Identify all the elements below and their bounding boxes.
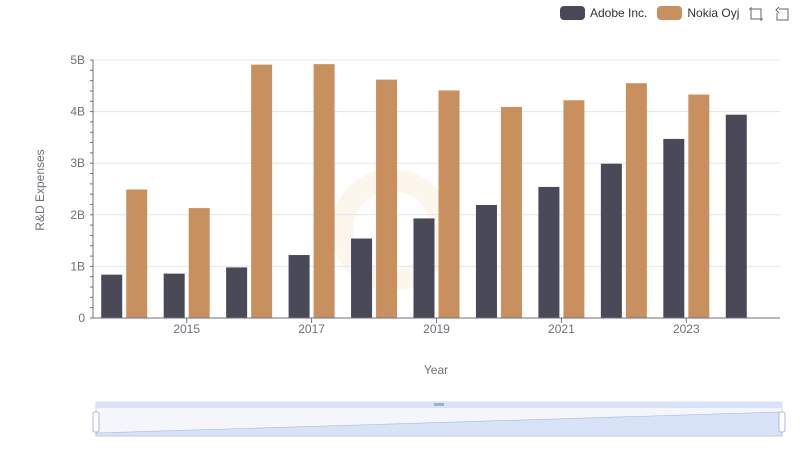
y-tick-label: 1B xyxy=(70,259,85,273)
y-tick-label: 5B xyxy=(70,53,85,67)
zoom-handle-left xyxy=(92,411,100,433)
zoom-grip xyxy=(434,403,444,406)
bar xyxy=(288,255,310,318)
bar xyxy=(313,64,335,319)
bar xyxy=(251,64,273,318)
bar xyxy=(163,273,185,318)
bar xyxy=(101,274,123,318)
bar xyxy=(188,208,210,318)
legend-item-adobe[interactable]: Adobe Inc. xyxy=(560,6,647,20)
bar xyxy=(438,90,460,318)
axes: 0 1B 2B 3B 4B 5B 2015 2017 2019 2021 2023 xyxy=(70,53,780,336)
zoom-handle-right xyxy=(778,411,786,433)
x-tick-label: 2023 xyxy=(673,322,700,336)
bar xyxy=(226,267,248,318)
bar xyxy=(351,238,373,318)
bar xyxy=(625,83,647,318)
x-tick-label: 2015 xyxy=(173,322,200,336)
bar xyxy=(688,94,710,319)
bar xyxy=(600,163,622,318)
legend-item-nokia[interactable]: Nokia Oyj xyxy=(657,6,739,20)
legend-label-adobe: Adobe Inc. xyxy=(590,6,648,20)
bar xyxy=(126,189,148,318)
x-axis-title: Year xyxy=(424,363,448,377)
x-tick-label: 2021 xyxy=(548,322,575,336)
y-tick-label: 0 xyxy=(78,311,85,325)
bar xyxy=(563,100,585,318)
crosshair-zoom-icon[interactable] xyxy=(748,6,764,22)
legend-swatch-nokia xyxy=(657,6,683,20)
bars xyxy=(101,64,747,319)
legend-swatch-adobe xyxy=(560,6,585,20)
restore-icon[interactable] xyxy=(774,6,790,22)
y-axis-title: R&D Expenses xyxy=(33,149,47,230)
bar xyxy=(538,186,560,318)
bar xyxy=(413,218,435,318)
legend-label-nokia: Nokia Oyj xyxy=(687,6,740,20)
bar xyxy=(725,114,747,318)
x-tick-label: 2017 xyxy=(298,322,325,336)
bar xyxy=(663,138,685,318)
y-tick-label: 4B xyxy=(70,105,85,119)
legend: Adobe Inc. Nokia Oyj xyxy=(560,4,749,22)
bar xyxy=(500,106,522,319)
x-tick-label: 2019 xyxy=(423,322,450,336)
y-tick-label: 3B xyxy=(70,156,85,170)
y-tick-label: 2B xyxy=(70,208,85,222)
bar xyxy=(376,79,398,318)
bar xyxy=(475,204,497,318)
data-zoom-slider[interactable] xyxy=(92,401,786,437)
